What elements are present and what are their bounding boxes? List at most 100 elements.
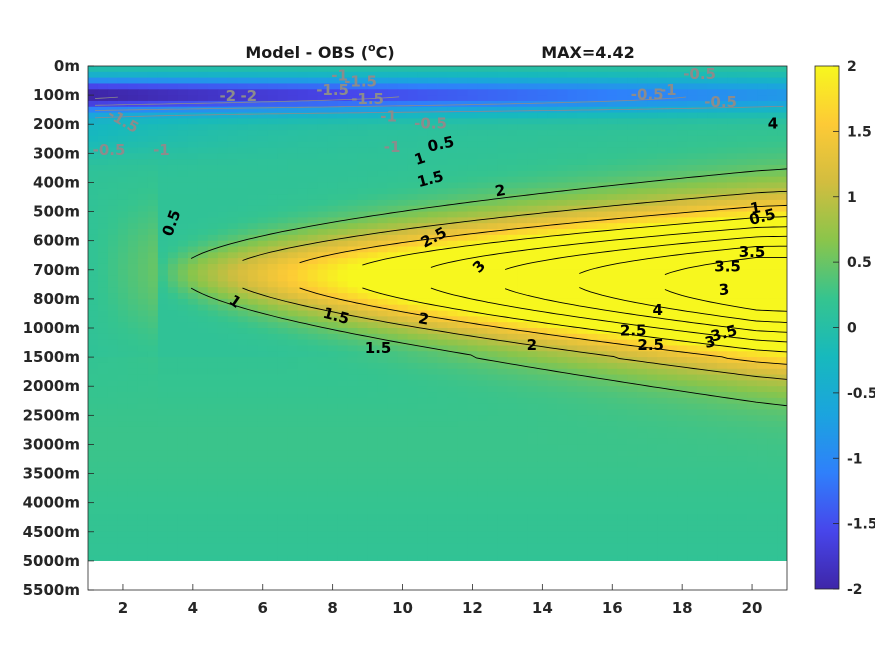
heatmap-cell <box>387 304 399 312</box>
heatmap-cell <box>267 182 279 189</box>
heatmap-cell <box>667 164 678 172</box>
heatmap-cell <box>677 467 688 475</box>
heatmap-cell <box>527 421 538 428</box>
heatmap-cell <box>277 71 289 79</box>
heatmap-cell <box>137 211 149 218</box>
heatmap-cell <box>317 304 329 312</box>
heatmap-cell <box>517 263 528 271</box>
heatmap-cell <box>527 263 538 271</box>
heatmap-cell <box>487 456 499 463</box>
heatmap-cell <box>557 240 568 248</box>
heatmap-cell <box>727 66 738 73</box>
heatmap-cell <box>317 298 329 306</box>
heatmap-cell <box>307 135 319 143</box>
heatmap-cell <box>207 164 219 172</box>
heatmap-cell <box>297 135 309 143</box>
heatmap-cell <box>737 135 748 143</box>
heatmap-cell <box>387 147 399 154</box>
heatmap-cell <box>737 71 748 79</box>
heatmap-cell <box>487 234 499 242</box>
heatmap-cell <box>247 252 259 259</box>
heatmap-cell <box>97 112 109 119</box>
heatmap-cell <box>387 124 399 131</box>
heatmap-cell <box>687 322 698 329</box>
heatmap-cell <box>497 71 508 79</box>
heatmap-cell <box>667 345 678 352</box>
heatmap-cell <box>117 199 129 207</box>
heatmap-cell <box>147 456 159 463</box>
heatmap-cell <box>147 234 159 242</box>
heatmap-cell <box>467 287 479 294</box>
heatmap-cell <box>207 450 219 457</box>
heatmap-cell <box>627 194 638 201</box>
heatmap-cell <box>127 397 139 405</box>
heatmap-cell <box>727 246 738 253</box>
heatmap-cell <box>487 473 499 480</box>
heatmap-cell <box>97 153 109 160</box>
heatmap-cell <box>667 211 678 218</box>
heatmap-cell <box>127 269 139 277</box>
heatmap-cell <box>407 135 419 143</box>
heatmap-cell <box>367 118 379 125</box>
heatmap-cell <box>287 467 299 475</box>
heatmap-cell <box>427 438 439 446</box>
heatmap-cell <box>237 328 249 335</box>
heatmap-cell <box>417 176 429 184</box>
heatmap-cell <box>487 147 499 154</box>
heatmap-cell <box>257 392 269 399</box>
heatmap-cell <box>387 281 399 288</box>
heatmap-cell <box>127 83 139 90</box>
heatmap-cell <box>88 124 99 131</box>
heatmap-cell <box>97 252 109 259</box>
heatmap-cell <box>467 293 479 300</box>
heatmap-cell <box>217 83 229 90</box>
heatmap-cell <box>197 112 209 119</box>
heatmap-cell <box>717 95 728 102</box>
heatmap-cell <box>747 374 758 381</box>
heatmap-cell <box>157 328 169 335</box>
heatmap-cell <box>357 130 369 137</box>
heatmap-cell <box>617 199 628 207</box>
heatmap-cell <box>487 194 499 201</box>
heatmap-cell <box>507 415 518 422</box>
heatmap-cell <box>177 164 189 172</box>
heatmap-cell <box>477 333 489 341</box>
heatmap-cell <box>247 194 259 201</box>
heatmap-cell <box>217 199 229 207</box>
heatmap-cell <box>197 234 209 242</box>
heatmap-cell <box>88 403 99 411</box>
heatmap-cell <box>207 100 219 108</box>
heatmap-cell <box>537 135 548 143</box>
heatmap-cell <box>447 409 459 416</box>
heatmap-cell <box>88 287 99 294</box>
heatmap-cell <box>97 135 109 143</box>
heatmap-cell <box>137 71 149 79</box>
heatmap-cell <box>337 421 349 428</box>
heatmap-cell <box>227 83 239 90</box>
heatmap-cell <box>127 438 139 446</box>
heatmap-cell <box>557 246 568 253</box>
heatmap-cell <box>577 444 588 451</box>
heatmap-cell <box>507 217 518 224</box>
heatmap-cell <box>387 409 399 416</box>
heatmap-cell <box>667 403 678 411</box>
heatmap-cell <box>737 426 748 434</box>
heatmap-cell <box>737 450 748 457</box>
heatmap-cell <box>207 217 219 224</box>
heatmap-cell <box>367 380 379 387</box>
heatmap-cell <box>287 89 299 96</box>
heatmap-cell <box>307 164 319 172</box>
heatmap-cell <box>327 310 339 317</box>
heatmap-cell <box>537 438 548 446</box>
heatmap-cell <box>307 176 319 184</box>
heatmap-cell <box>537 71 548 79</box>
heatmap-cell <box>247 95 259 102</box>
heatmap-cell <box>527 176 538 184</box>
heatmap-cell <box>677 182 688 189</box>
heatmap-cell <box>477 328 489 335</box>
heatmap-cell <box>547 170 558 178</box>
heatmap-cell <box>287 287 299 294</box>
heatmap-cell <box>767 351 778 358</box>
heatmap-cell <box>157 357 169 364</box>
heatmap-cell <box>177 304 189 312</box>
